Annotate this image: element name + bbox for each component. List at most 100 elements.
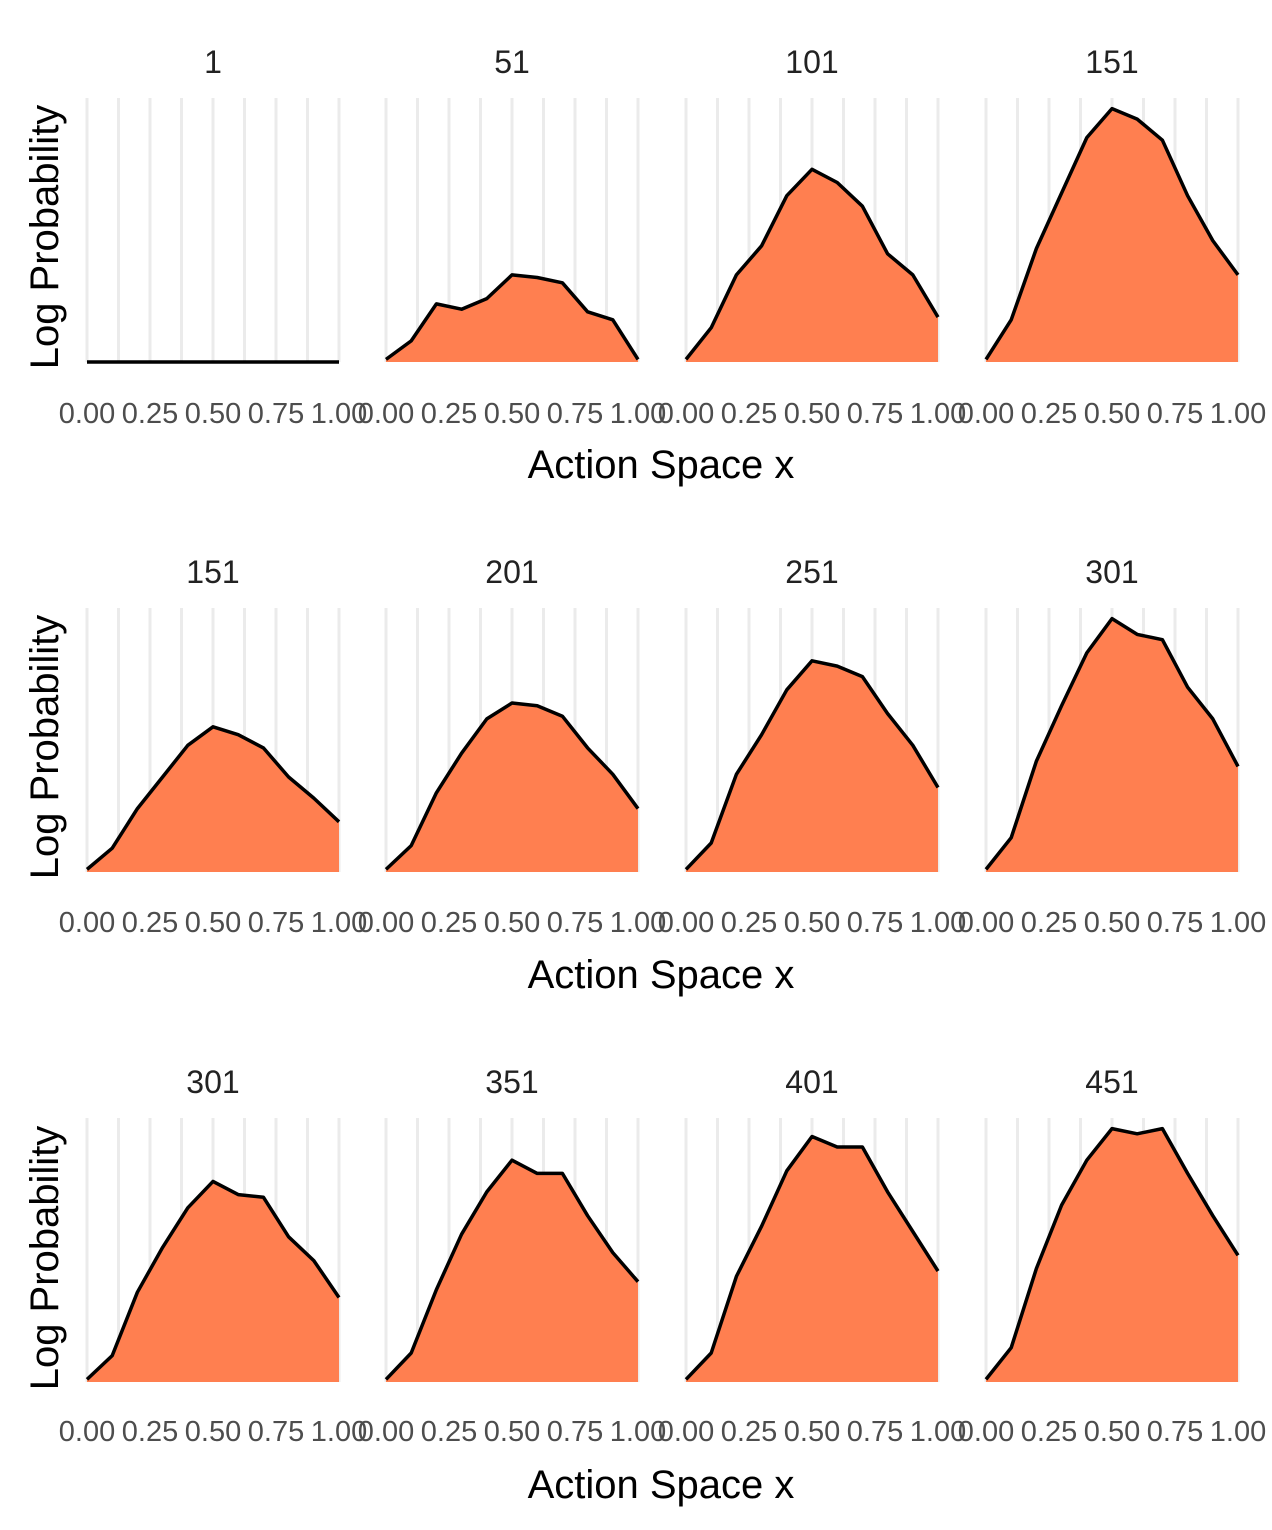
area-fill: [686, 660, 938, 872]
y-axis-title: Log Probability: [23, 1126, 67, 1391]
series-line: [684, 167, 940, 361]
x-tick-label: 1.00: [1210, 1416, 1266, 1448]
panel-title: 151: [1085, 44, 1138, 80]
x-axis-title: Action Space x: [528, 1463, 795, 1507]
panel-title: 151: [186, 554, 239, 590]
facet-panel: 51 0.00 0.25 0.50 0.75 1.00: [358, 44, 666, 430]
x-tick-label: 0.25: [1021, 1416, 1077, 1448]
x-tick-label: 0.25: [721, 1416, 777, 1448]
facet-panel: 101 0.00 0.25 0.50 0.75 1.00: [658, 44, 966, 430]
x-tick-label: 0.00: [658, 907, 714, 939]
facet-panel: 301 0.00 0.25 0.50 0.75 1.00: [59, 1064, 367, 1448]
x-tick-label: 0.75: [1147, 398, 1203, 430]
panel-title: 201: [485, 554, 538, 590]
x-tick-label: 1.00: [311, 398, 367, 430]
x-tick-label: 0.50: [1084, 907, 1140, 939]
x-tick-label: 0.25: [721, 907, 777, 939]
x-tick-label: 0.25: [421, 907, 477, 939]
x-tick-label: 0.00: [358, 907, 414, 939]
panel-title: 251: [785, 554, 838, 590]
panel-title: 101: [785, 44, 838, 80]
x-axis-title: Action Space x: [528, 443, 795, 487]
series-line: [984, 106, 1240, 361]
facet-panel: 351 0.00 0.25 0.50 0.75 1.00: [358, 1064, 666, 1448]
facet-panel: 201 0.00 0.25 0.50 0.75 1.00: [358, 554, 666, 939]
area-fill: [986, 618, 1238, 872]
area-fill: [686, 1136, 938, 1382]
x-tick-label: 0.00: [59, 907, 115, 939]
x-tick-label: 0.50: [185, 1416, 241, 1448]
x-tick-label: 0.75: [847, 907, 903, 939]
x-tick-label: 0.00: [358, 398, 414, 430]
x-axis-title: Action Space x: [528, 953, 795, 997]
x-tick-label: 1.00: [610, 1416, 666, 1448]
facet-panel: 451 0.00 0.25 0.50 0.75 1.00: [958, 1064, 1266, 1448]
series-line: [384, 1158, 640, 1381]
panel-title: 1: [204, 44, 222, 80]
facet-panel: 151 0.00 0.25 0.50 0.75 1.00: [59, 554, 367, 939]
x-tick-label: 0.50: [484, 907, 540, 939]
series-line: [85, 725, 341, 871]
series-line: [384, 701, 640, 871]
x-tick-label: 0.00: [658, 1416, 714, 1448]
facet-panel: 251 0.00 0.25 0.50 0.75 1.00: [658, 554, 966, 939]
x-tick-label: 0.50: [1084, 1416, 1140, 1448]
x-tick-label: 0.25: [421, 1416, 477, 1448]
x-tick-label: 0.75: [1147, 907, 1203, 939]
facet-panel: 1 0.00 0.25 0.50 0.75 1.00: [59, 44, 367, 430]
panel-title: 301: [186, 1064, 239, 1100]
x-tick-label: 1.00: [311, 907, 367, 939]
panel-title: 351: [485, 1064, 538, 1100]
x-tick-label: 0.75: [248, 907, 304, 939]
x-tick-label: 0.25: [1021, 907, 1077, 939]
x-tick-label: 0.00: [658, 398, 714, 430]
area-fill: [386, 1160, 638, 1382]
x-tick-label: 0.75: [847, 398, 903, 430]
x-tick-label: 0.00: [958, 1416, 1014, 1448]
x-tick-label: 0.75: [547, 907, 603, 939]
x-tick-label: 1.00: [311, 1416, 367, 1448]
y-axis-title: Log Probability: [23, 615, 67, 880]
x-tick-label: 1.00: [1210, 398, 1266, 430]
series-line: [984, 1126, 1240, 1381]
x-tick-label: 0.50: [784, 398, 840, 430]
series-line: [684, 659, 940, 871]
x-tick-label: 0.50: [1084, 398, 1140, 430]
x-tick-label: 1.00: [1210, 907, 1266, 939]
x-tick-label: 0.25: [421, 398, 477, 430]
area-fill: [386, 274, 638, 362]
panel-title: 301: [1085, 554, 1138, 590]
x-tick-label: 0.50: [484, 398, 540, 430]
x-tick-label: 0.75: [547, 398, 603, 430]
x-tick-label: 0.00: [59, 398, 115, 430]
x-tick-label: 0.00: [958, 398, 1014, 430]
panel-title: 51: [494, 44, 530, 80]
x-tick-label: 0.50: [784, 1416, 840, 1448]
x-tick-label: 1.00: [910, 907, 966, 939]
x-tick-label: 0.25: [1021, 398, 1077, 430]
x-tick-label: 0.50: [185, 907, 241, 939]
facet-panel: 301 0.00 0.25 0.50 0.75 1.00: [958, 554, 1266, 939]
x-tick-label: 0.50: [185, 398, 241, 430]
x-tick-label: 0.25: [122, 398, 178, 430]
x-tick-label: 1.00: [910, 398, 966, 430]
x-tick-label: 1.00: [910, 1416, 966, 1448]
series-line: [85, 1179, 341, 1381]
y-axis-title: Log Probability: [23, 105, 67, 370]
area-fill: [87, 1181, 339, 1382]
x-tick-label: 1.00: [610, 398, 666, 430]
x-tick-label: 0.00: [958, 907, 1014, 939]
x-tick-label: 0.25: [122, 1416, 178, 1448]
area-fill: [386, 703, 638, 872]
facet-panel: 401 0.00 0.25 0.50 0.75 1.00: [658, 1064, 966, 1448]
x-tick-label: 0.00: [59, 1416, 115, 1448]
x-tick-label: 0.75: [847, 1416, 903, 1448]
x-tick-label: 0.50: [484, 1416, 540, 1448]
x-tick-label: 0.25: [721, 398, 777, 430]
area-fill: [686, 169, 938, 362]
panel-title: 451: [1085, 1064, 1138, 1100]
x-tick-label: 0.75: [248, 1416, 304, 1448]
